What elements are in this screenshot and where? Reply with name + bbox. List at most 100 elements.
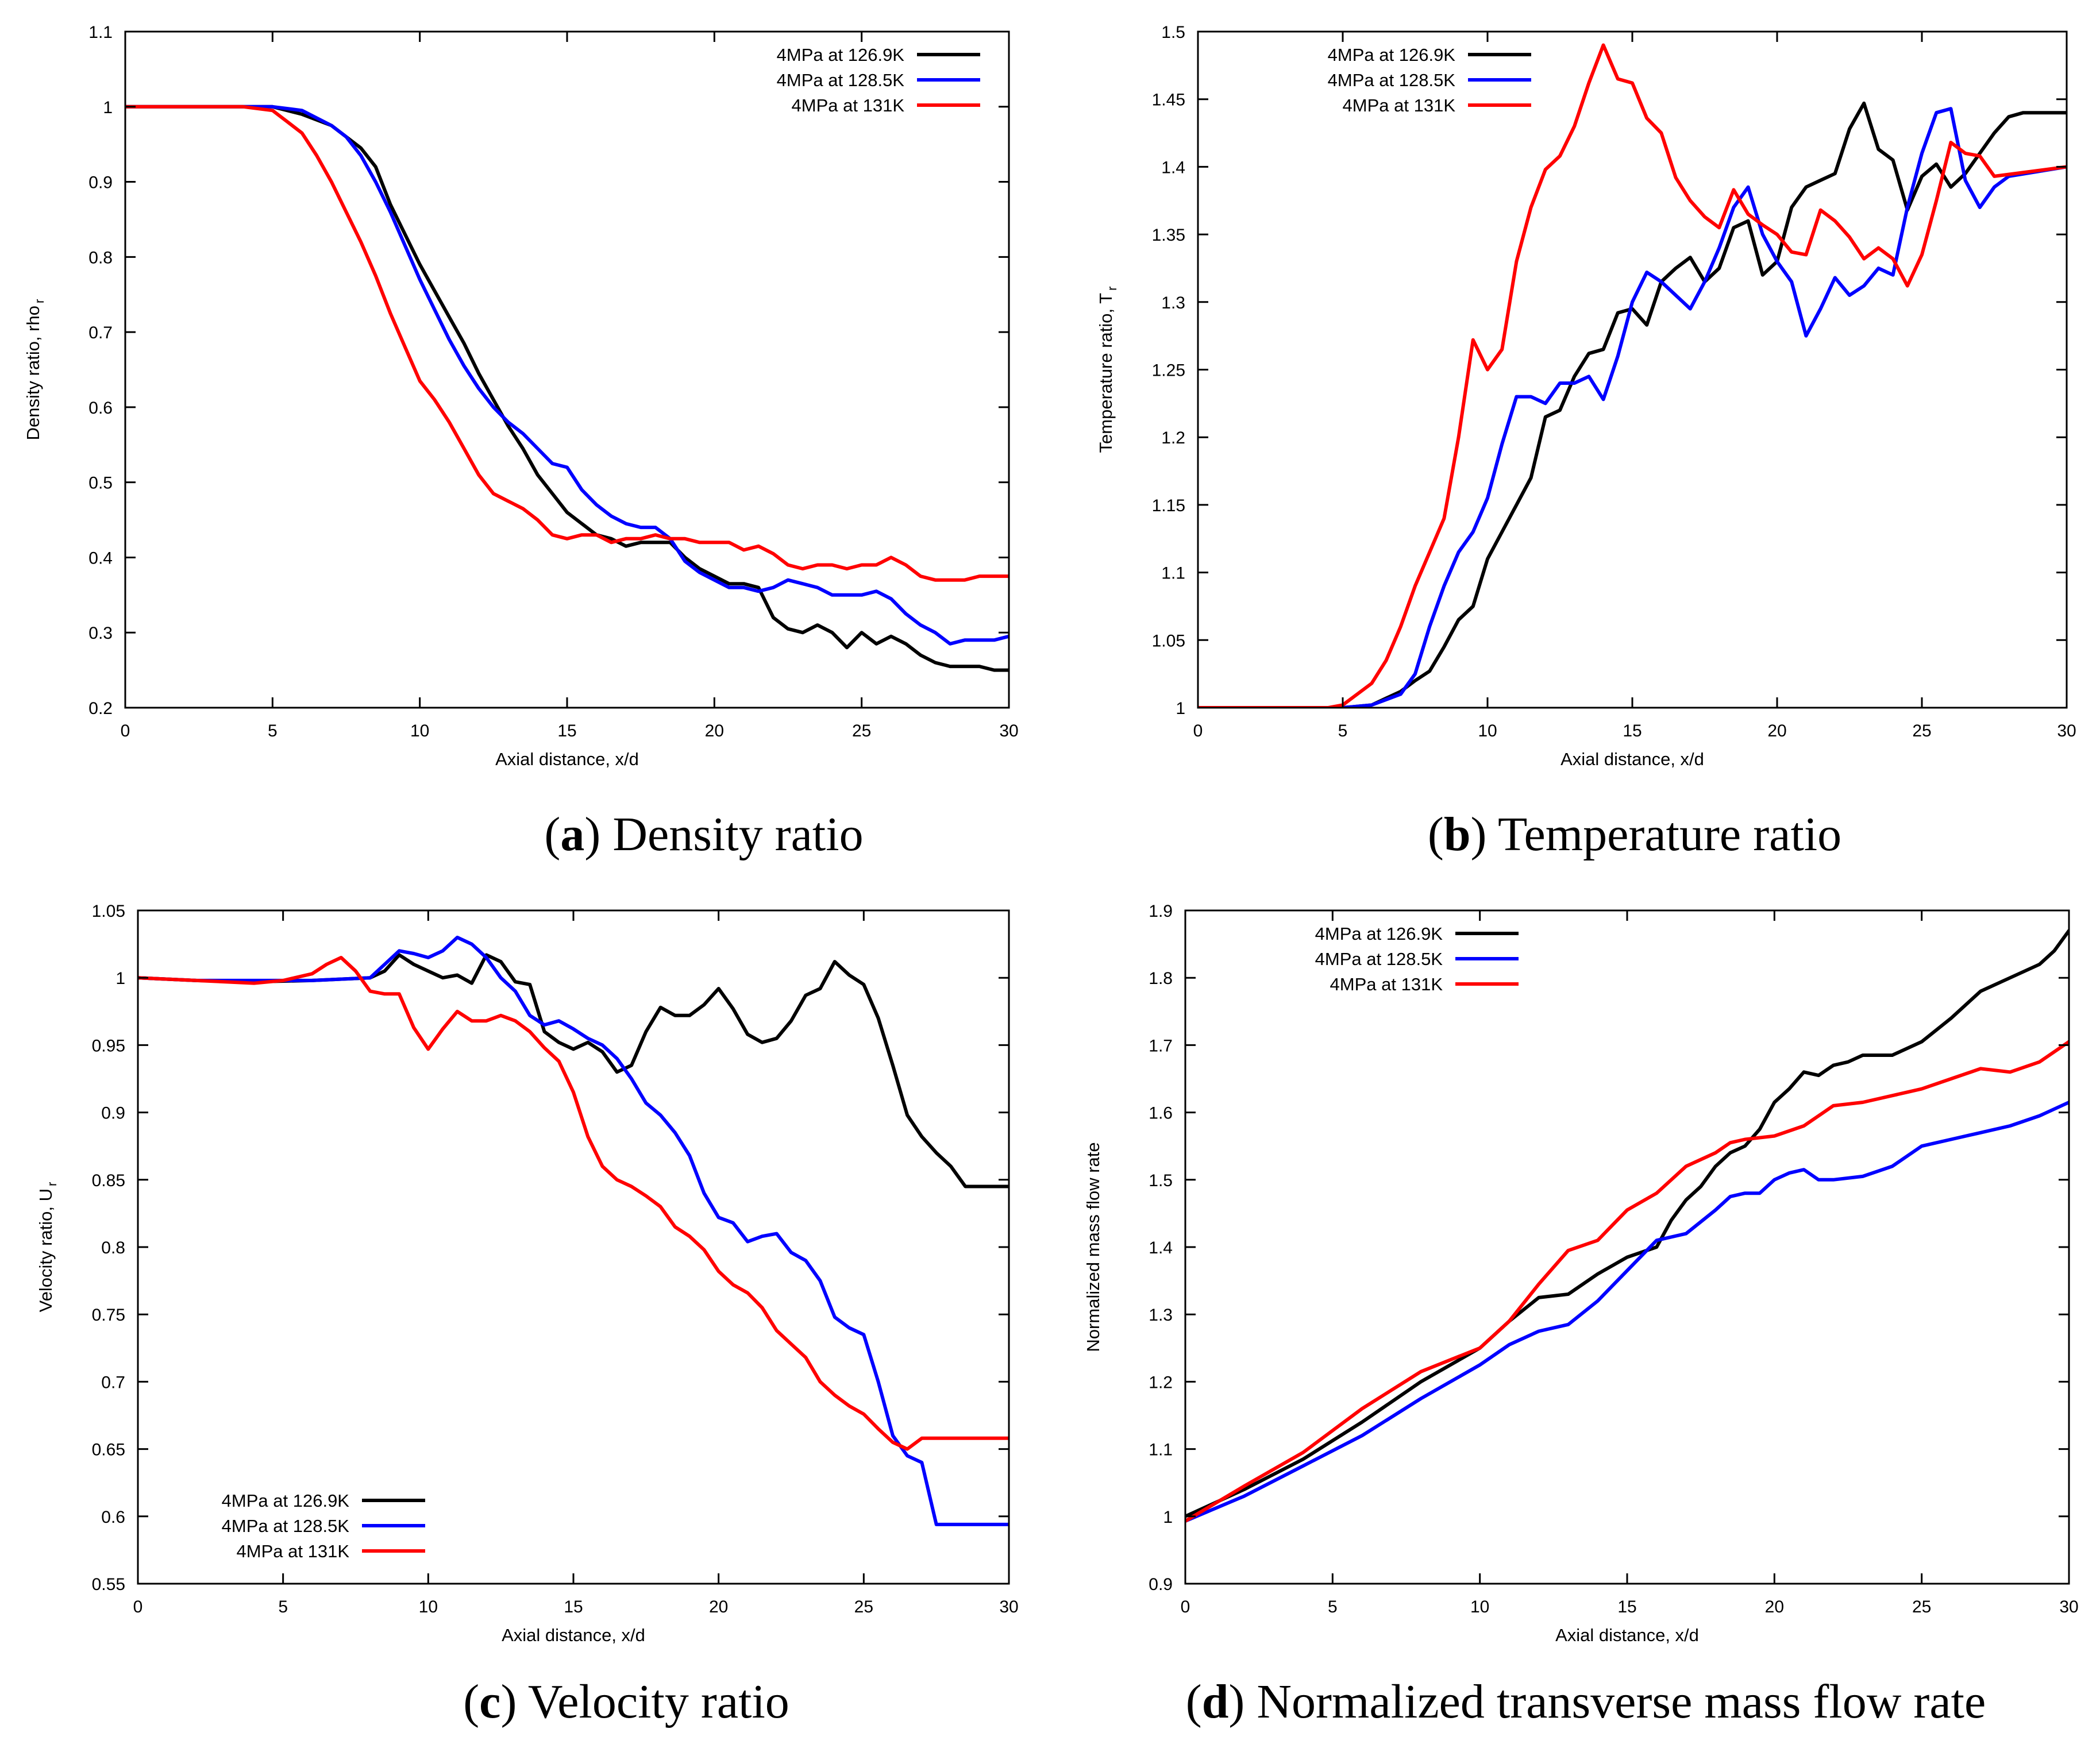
y-axis-label: Velocity ratio, U r <box>36 1182 59 1313</box>
series-line-c-2 <box>138 935 1009 1526</box>
x-tick-label: 15 <box>564 1597 583 1616</box>
y-tick-label: 1.5 <box>1161 23 1185 42</box>
caption-text: ) Velocity ratio <box>500 1675 789 1728</box>
x-tick-label: 10 <box>1478 721 1497 740</box>
chart-panel-d: 0 5 10 15 20 25 30 0.9 1 1.1 1.2 1.3 1.4 1.5 1.6 1.7 1.8… <box>1083 902 2079 1728</box>
y-axis-label-subscript: r <box>32 299 47 303</box>
y-tick-label: 1.7 <box>1149 1036 1173 1055</box>
x-tick-label: 25 <box>1912 721 1931 740</box>
y-tick-label: 1 <box>103 98 113 117</box>
y-tick-label: 0.3 <box>88 624 113 643</box>
legend-label-2: 4MPa at 128.5K <box>1328 70 1456 90</box>
y-tick-label: 1.8 <box>1149 969 1173 988</box>
y-tick-label: 1.2 <box>1161 429 1185 447</box>
y-tick-label: 1.6 <box>1149 1104 1173 1123</box>
chart-panel-b: 0 5 10 15 20 25 30 1 1.05 1.1 1.15 1.2 1.25 1.3 1.35 1.… <box>1096 23 2076 861</box>
plot-frame <box>1197 30 2068 709</box>
x-tick-label: 15 <box>1617 1597 1636 1616</box>
x-tick-label: 25 <box>854 1597 873 1616</box>
y-tick-label: 1.25 <box>1152 361 1185 380</box>
y-tick-label: 0.7 <box>88 323 113 342</box>
series-line-b-2 <box>1198 107 2067 708</box>
x-tick-label: 0 <box>1193 721 1203 740</box>
caption-letter: c <box>479 1675 500 1728</box>
x-tick-label: 30 <box>2057 721 2076 740</box>
y-tick-label: 0.85 <box>92 1171 125 1190</box>
panel-caption: (c) Velocity ratio <box>463 1675 789 1728</box>
y-tick-label: 0.6 <box>88 399 113 418</box>
x-tick-label: 20 <box>1765 1597 1784 1616</box>
x-tick-label: 30 <box>999 721 1018 740</box>
y-tick-label: 1 <box>115 969 125 988</box>
x-tick-label: 10 <box>419 1597 438 1616</box>
legend-label-1: 4MPa at 126.9K <box>777 45 905 65</box>
legend-label-2: 4MPa at 128.5K <box>222 1516 350 1536</box>
legend-label-1: 4MPa at 126.9K <box>222 1491 350 1511</box>
caption-text: ) Temperature ratio <box>1471 808 1842 861</box>
x-axis-label: Axial distance, x/d <box>495 749 639 769</box>
series-line-d-2 <box>1185 1101 2069 1523</box>
y-axis-label-main: Velocity ratio, U <box>36 1188 56 1312</box>
x-tick-label: 5 <box>278 1597 288 1616</box>
y-tick-label: 0.6 <box>101 1508 125 1527</box>
caption-paren-open: ( <box>463 1675 479 1728</box>
y-tick-label: 0.8 <box>88 248 113 267</box>
y-tick-label: 0.55 <box>92 1575 125 1594</box>
caption-letter: d <box>1202 1675 1229 1728</box>
panel-caption: (a) Density ratio <box>544 808 863 861</box>
series-line-d-1 <box>1185 929 2069 1518</box>
x-tick-label: 5 <box>1328 1597 1338 1616</box>
x-tick-label: 20 <box>1767 721 1786 740</box>
y-axis-label: Temperature ratio, T r <box>1096 287 1119 453</box>
y-tick-label: 0.8 <box>101 1238 125 1257</box>
series-line-a-2 <box>125 105 1009 646</box>
caption-text: ) Normalized transverse mass flow rate <box>1228 1675 1986 1728</box>
y-tick-label: 0.2 <box>88 699 113 718</box>
y-axis-label: Normalized mass flow rate <box>1083 1142 1103 1352</box>
y-tick-label: 1.3 <box>1161 294 1185 312</box>
plot-frame <box>137 909 1010 1585</box>
chart-panel-c: 0 5 10 15 20 25 30 0.55 0.6 0.65 0.7 0.75 0.8 0.85 0.9… <box>36 902 1019 1728</box>
caption-text: ) Density ratio <box>584 808 863 861</box>
series-line-b-1 <box>1198 101 2067 708</box>
y-tick-label: 0.9 <box>1149 1575 1173 1594</box>
x-tick-label: 30 <box>999 1597 1018 1616</box>
caption-paren-open: ( <box>1428 808 1444 861</box>
panel-caption: (d) Normalized transverse mass flow rate <box>1186 1675 1986 1728</box>
y-tick-label: 1 <box>1163 1508 1173 1527</box>
x-tick-label: 25 <box>852 721 871 740</box>
y-tick-label: 1.35 <box>1152 226 1185 245</box>
y-tick-label: 1.1 <box>1161 564 1185 583</box>
legend-label-2: 4MPa at 128.5K <box>1315 949 1443 969</box>
y-tick-label: 1.05 <box>92 902 125 921</box>
plot-frame <box>1184 909 2070 1585</box>
y-tick-label: 1.2 <box>1149 1373 1173 1392</box>
y-tick-label: 0.75 <box>92 1306 125 1325</box>
y-tick-label: 0.65 <box>92 1441 125 1460</box>
series-line-c-3 <box>138 956 1009 1451</box>
caption-paren-open: ( <box>1186 1675 1202 1728</box>
x-axis-label: Axial distance, x/d <box>502 1625 645 1645</box>
y-axis-label-main: Normalized mass flow rate <box>1083 1142 1103 1352</box>
y-tick-label: 0.9 <box>88 173 113 192</box>
x-tick-label: 10 <box>410 721 429 740</box>
y-tick-label: 1.4 <box>1149 1238 1173 1257</box>
y-tick-label: 1.45 <box>1152 91 1185 110</box>
y-axis-label-subscript: r <box>45 1182 59 1186</box>
x-tick-label: 10 <box>1470 1597 1489 1616</box>
y-tick-label: 1.5 <box>1149 1171 1173 1190</box>
y-tick-label: 0.4 <box>88 549 113 568</box>
x-tick-label: 20 <box>705 721 724 740</box>
plot-frame <box>124 30 1010 709</box>
series-line-a-1 <box>125 105 1009 672</box>
x-tick-label: 15 <box>557 721 576 740</box>
caption-letter: a <box>560 808 584 861</box>
y-tick-label: 1.1 <box>88 23 113 42</box>
chart-panel-a: 0 5 10 15 20 25 30 0.2 0.3 0.4 0.5 0.6 0.7 0.8 0.9 1 1.1… <box>23 23 1019 861</box>
x-tick-label: 0 <box>133 1597 143 1616</box>
series-line-c-1 <box>138 953 1009 1188</box>
y-tick-label: 0.9 <box>101 1104 125 1123</box>
legend-label-3: 4MPa at 131K <box>1330 974 1443 994</box>
x-tick-label: 5 <box>268 721 278 740</box>
